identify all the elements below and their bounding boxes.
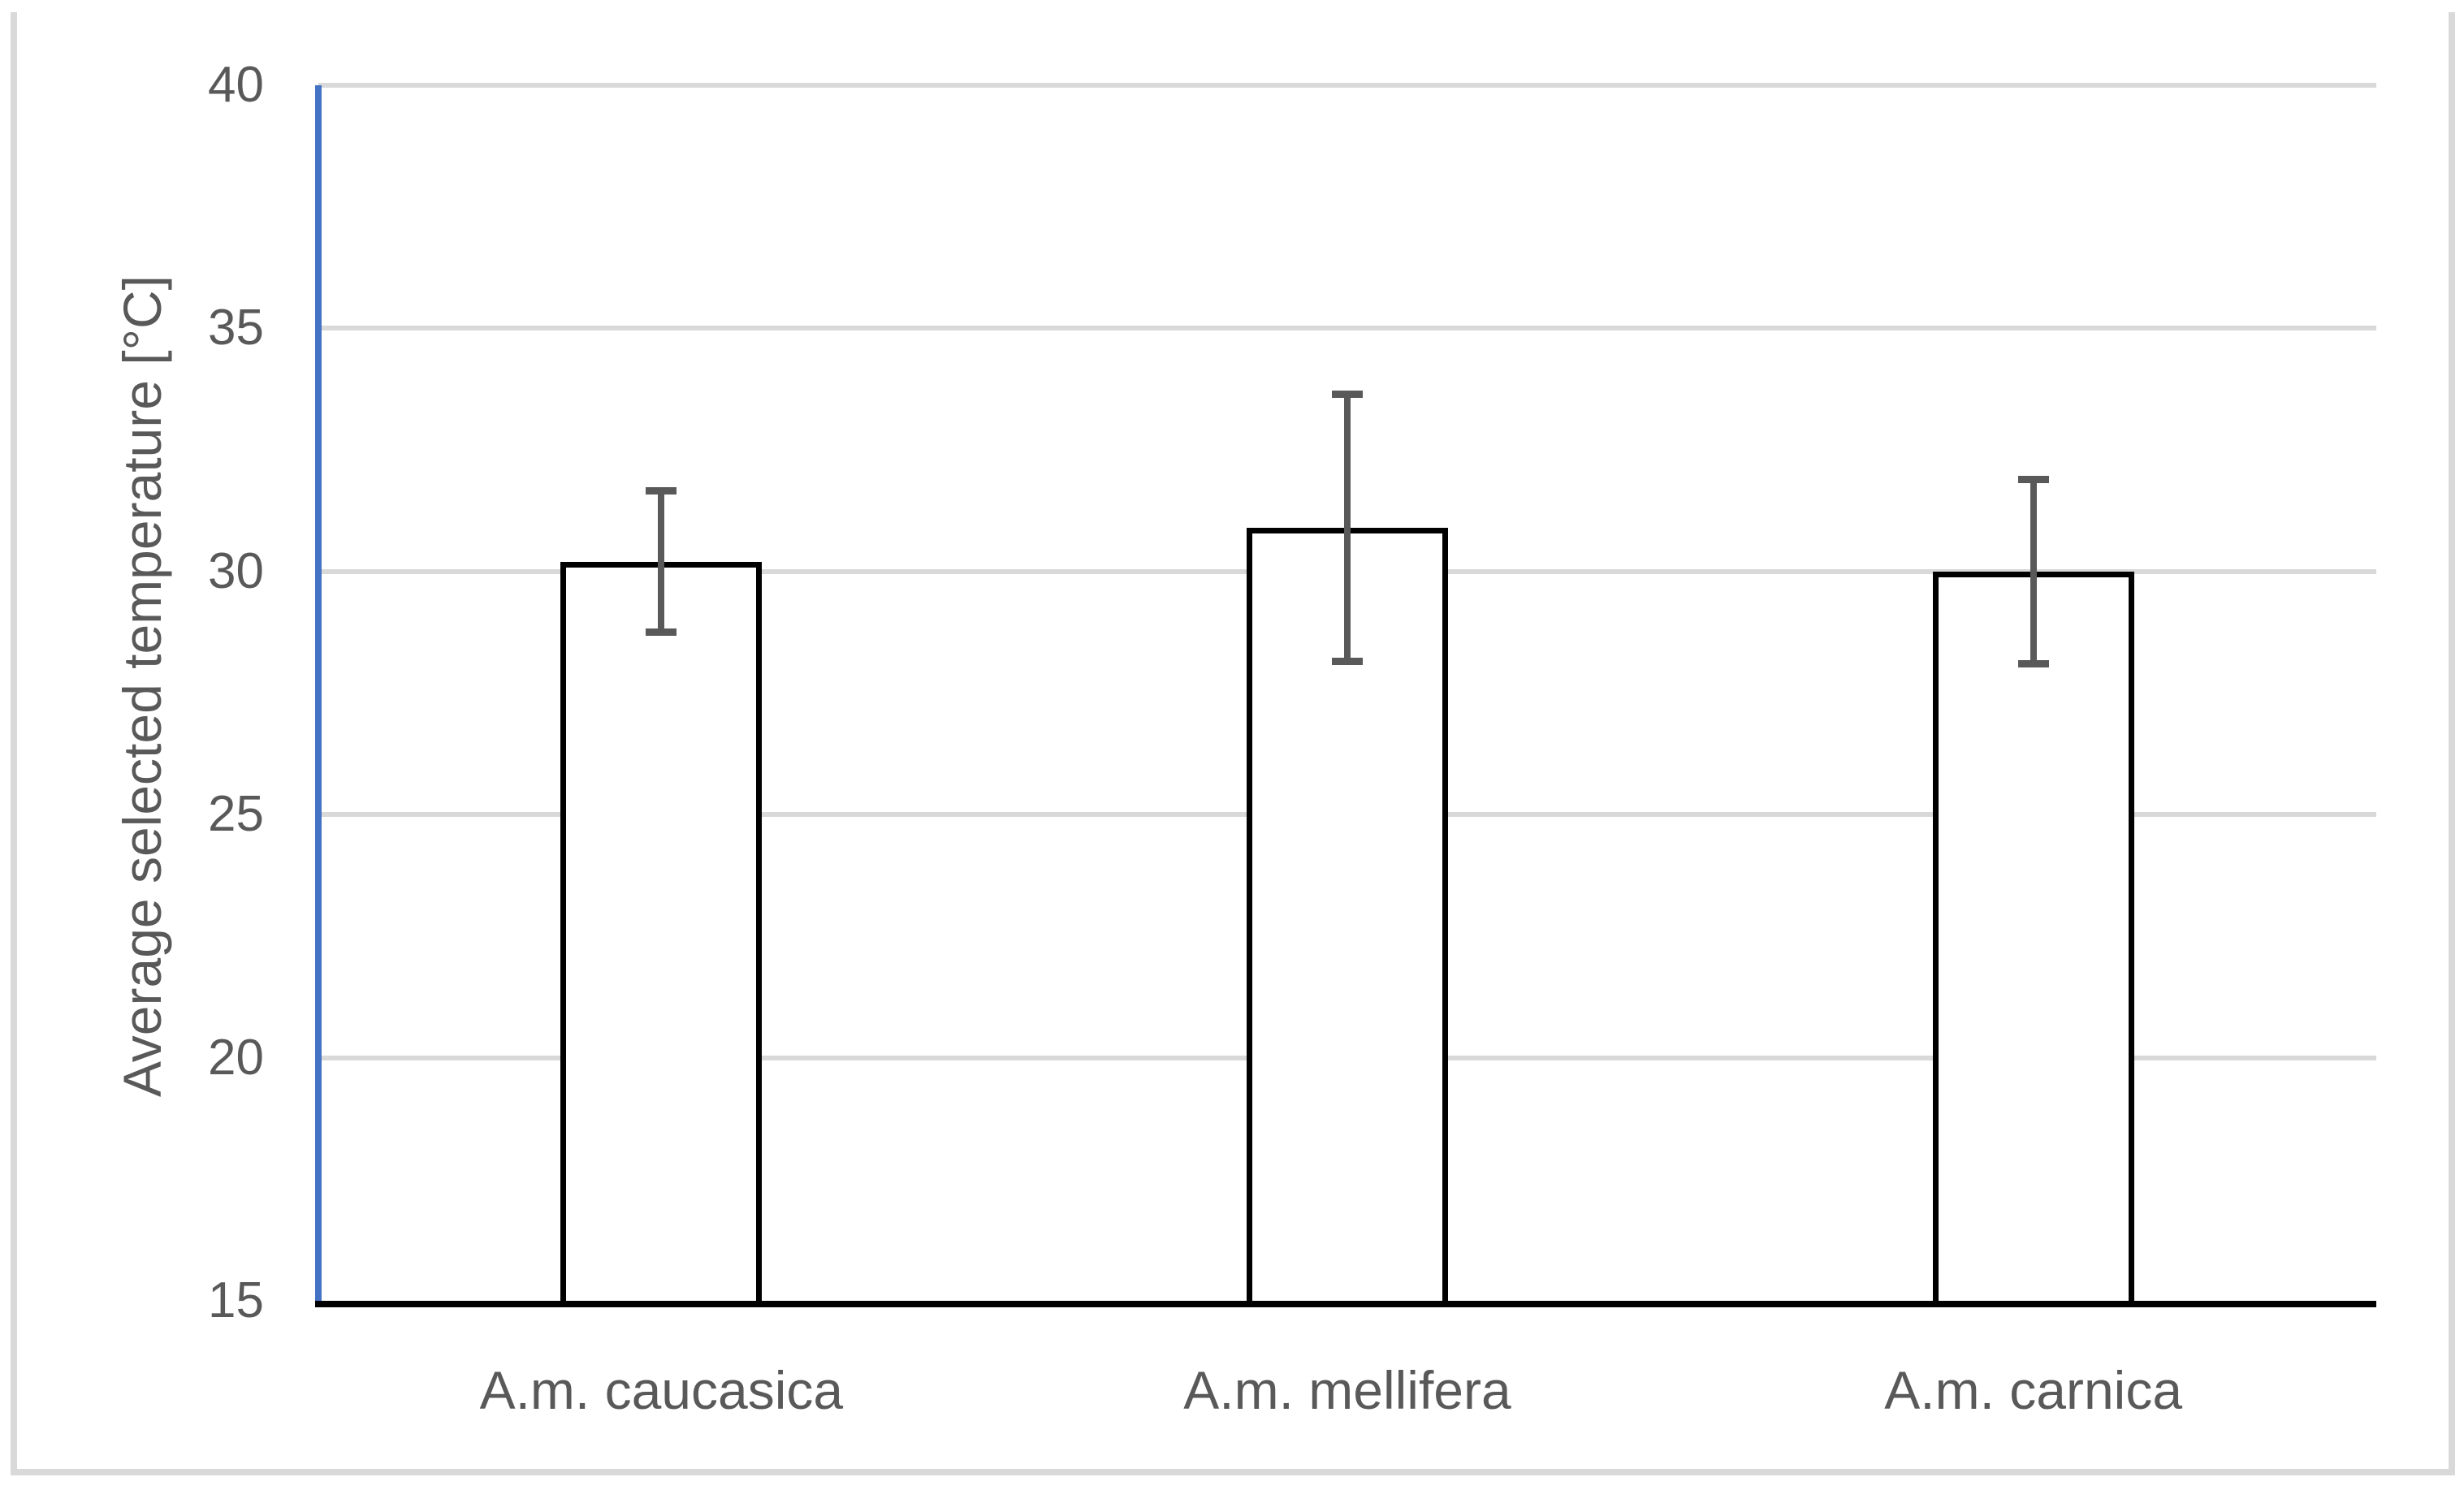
bar-A.m. caucasica xyxy=(560,561,763,1301)
error-bar-line-A.m. caucasica xyxy=(658,490,665,633)
error-bar-top-cap-A.m. carnica xyxy=(2017,475,2049,483)
gridline-35 xyxy=(318,326,2376,331)
error-bar-top-cap-A.m. mellifera xyxy=(1332,390,1363,398)
category-label-A.m. carnica: A.m. carnica xyxy=(1884,1360,2183,1420)
error-bar-line-A.m. mellifera xyxy=(1344,394,1351,662)
gridline-40 xyxy=(318,83,2376,88)
error-bar-top-cap-A.m. caucasica xyxy=(646,487,677,495)
error-bar-bottom-cap-A.m. mellifera xyxy=(1332,658,1363,666)
figure-border xyxy=(11,12,2455,1475)
y-tick-label-20: 20 xyxy=(208,1029,264,1086)
category-label-A.m. caucasica: A.m. caucasica xyxy=(479,1360,844,1420)
bar-A.m. carnica xyxy=(1932,571,2134,1301)
x-axis-line xyxy=(315,1301,2376,1307)
y-tick-label-40: 40 xyxy=(208,57,264,113)
error-bar-line-A.m. carnica xyxy=(2030,479,2037,664)
y-axis-title: Average selected temperature [°C] xyxy=(112,274,172,1098)
error-bar-bottom-cap-A.m. carnica xyxy=(2017,660,2049,668)
y-tick-label-25: 25 xyxy=(208,786,264,843)
y-axis-line xyxy=(315,85,322,1301)
y-tick-label-15: 15 xyxy=(208,1272,264,1328)
category-label-A.m. mellifera: A.m. mellifera xyxy=(1183,1360,1511,1420)
error-bar-bottom-cap-A.m. caucasica xyxy=(646,628,677,637)
y-tick-label-30: 30 xyxy=(208,542,264,599)
y-tick-label-35: 35 xyxy=(208,300,264,356)
